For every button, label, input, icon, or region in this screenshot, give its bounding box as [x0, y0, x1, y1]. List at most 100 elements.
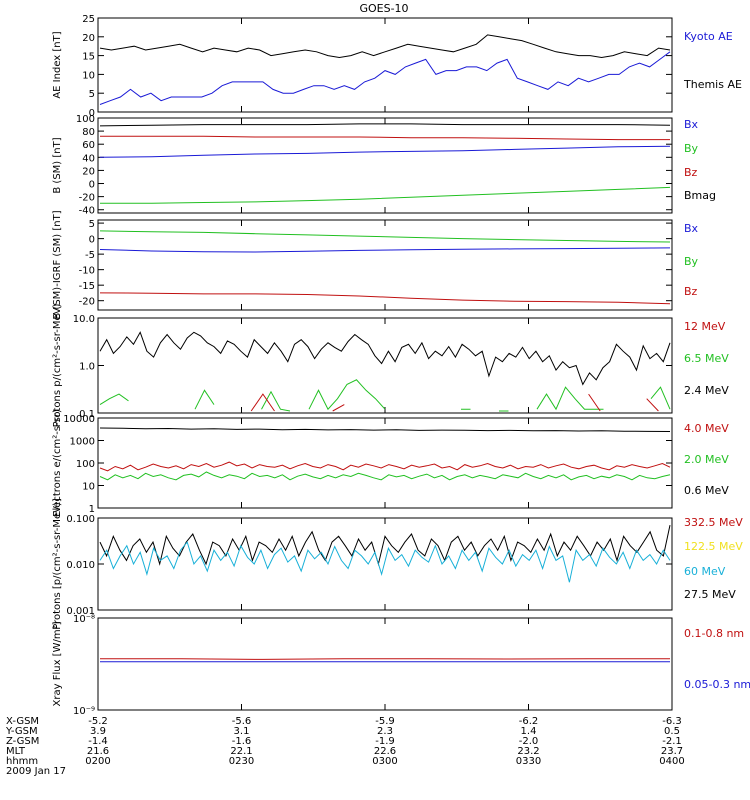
y-tick-label: 20 [82, 166, 95, 177]
footer-value: 0300 [372, 756, 397, 767]
y-tick-label: 40 [82, 153, 95, 164]
footer-value: 0330 [516, 756, 541, 767]
y-tick-label: 0 [89, 235, 95, 246]
footer-row-label: hhmm [6, 756, 38, 767]
footer-row-label: Y-GSM [5, 726, 38, 737]
legend-entry: 0.1-0.8 nm [684, 627, 744, 640]
y-tick-label: 0.100 [66, 514, 95, 525]
y-tick-label: 5 [89, 89, 95, 100]
series-60-mev [99, 541, 671, 583]
series-by [100, 186, 671, 204]
y-tick-label: 1000 [70, 437, 95, 448]
legend-entry: Bz [684, 166, 698, 179]
footer-value: 3.9 [90, 726, 106, 737]
legend-entry: 2.4 MeV [684, 384, 729, 397]
legend-entry: Themis AE [683, 78, 742, 91]
legend-entry: 0.05-0.3 nm [684, 678, 750, 691]
panel-0: 0 5 10 15 20 25 AE Index [nT] Kyoto AE Themis AE [52, 14, 742, 119]
series-bx [99, 145, 671, 158]
footer-value: -1.9 [375, 736, 395, 747]
panel-frame [97, 517, 673, 611]
y-tick-label: 10000 [63, 414, 95, 425]
y-tick-label: 10 [82, 482, 95, 493]
footer-value: -5.2 [88, 716, 108, 727]
y-tick-label: -20 [79, 297, 95, 308]
y-tick-label: 10⁻⁹ [73, 706, 95, 717]
legend-entry: 12 MeV [684, 320, 726, 333]
y-tick-label: -5 [85, 250, 95, 261]
chart-title: GOES-10 [359, 2, 408, 15]
footer-value: 3.1 [234, 726, 250, 737]
footer-value: 23.7 [661, 746, 683, 757]
y-tick-label: 20 [82, 33, 95, 44]
y-axis-label: Electrons e/(cm²-s-sr) [52, 409, 63, 517]
legend-entry: Bx [684, 118, 699, 131]
legend-entry: 2.0 MeV [684, 453, 729, 466]
y-tick-label: 10.0 [73, 314, 95, 325]
panel-3: 0.1 1.0 10.0 Protons p/(cm²-s-sr-MeV) 12 MeV… [52, 304, 729, 428]
legend-entry: By [684, 142, 699, 155]
y-axis-label: B (SM) [nT] [52, 137, 63, 193]
panel-frame [97, 219, 673, 311]
y-axis-label: B (SM)-IGRF (SM) [nT] [52, 210, 63, 319]
legend-entry: 0.6 MeV [684, 484, 729, 497]
footer-value: -2.1 [662, 736, 682, 747]
footer-value: 1.4 [521, 726, 537, 737]
y-tick-label: -20 [79, 193, 95, 204]
legend-entry: Bz [684, 285, 698, 298]
y-tick-label: 0 [89, 180, 95, 191]
footer-value: 23.2 [517, 746, 539, 757]
footer-row-label: X-GSM [6, 716, 39, 727]
series-bz [100, 135, 670, 141]
y-tick-label: 1.0 [79, 362, 95, 373]
y-tick-label: 25 [82, 14, 95, 25]
legend-entry: Bmag [684, 189, 716, 202]
footer-value: -2.0 [519, 736, 539, 747]
y-tick-label: 0.1 [79, 409, 95, 420]
footer-value: 2.3 [377, 726, 393, 737]
y-tick-label: 100 [76, 459, 95, 470]
y-tick-label: -10 [79, 266, 95, 277]
y-axis-label: Xray Flux [W/m²] [52, 621, 63, 706]
y-tick-label: 60 [82, 140, 95, 151]
series-0-6-mev [99, 427, 671, 432]
series-6-5-mev [99, 379, 671, 412]
y-tick-label: 1 [89, 504, 95, 515]
y-tick-label: 10 [82, 70, 95, 81]
series-themis-ae [99, 34, 671, 59]
series-27-5-mev [99, 524, 671, 566]
y-tick-label: 0.001 [66, 606, 95, 617]
footer-value: -6.3 [662, 716, 682, 727]
y-axis-label: AE Index [nT] [52, 31, 63, 98]
series-2-0-mev [99, 471, 671, 481]
y-tick-label: 15 [82, 52, 95, 63]
series-bmag [99, 123, 671, 127]
panel-frame [97, 17, 673, 113]
footer-value: 0.5 [664, 726, 680, 737]
y-axis-label: Protons p/(cm²-s-sr-MeV) [52, 304, 63, 428]
series-bx [99, 247, 671, 253]
series-4-0-mev [99, 461, 671, 472]
footer-row-label: MLT [6, 746, 26, 757]
footer-value: -1.4 [88, 736, 108, 747]
y-tick-label: 0 [89, 108, 95, 119]
series-0-1-0-8-nm [100, 658, 670, 660]
footer-value: -5.6 [232, 716, 252, 727]
legend-entry: By [684, 255, 699, 268]
footer-value: 0200 [85, 756, 110, 767]
footer-row-label: 2009 Jan 17 [6, 766, 66, 777]
legend-entry: Bx [684, 222, 699, 235]
legend-entry: 27.5 MeV [684, 588, 736, 601]
series-bz [99, 292, 671, 305]
panel-frame [97, 317, 673, 414]
legend-entry: 6.5 MeV [684, 352, 729, 365]
legend-entry: 122.5 MeV [684, 540, 743, 553]
series-kyoto-ae [99, 51, 671, 105]
legend-entry: 332.5 MeV [684, 516, 743, 529]
legend-entry: Kyoto AE [684, 30, 733, 43]
